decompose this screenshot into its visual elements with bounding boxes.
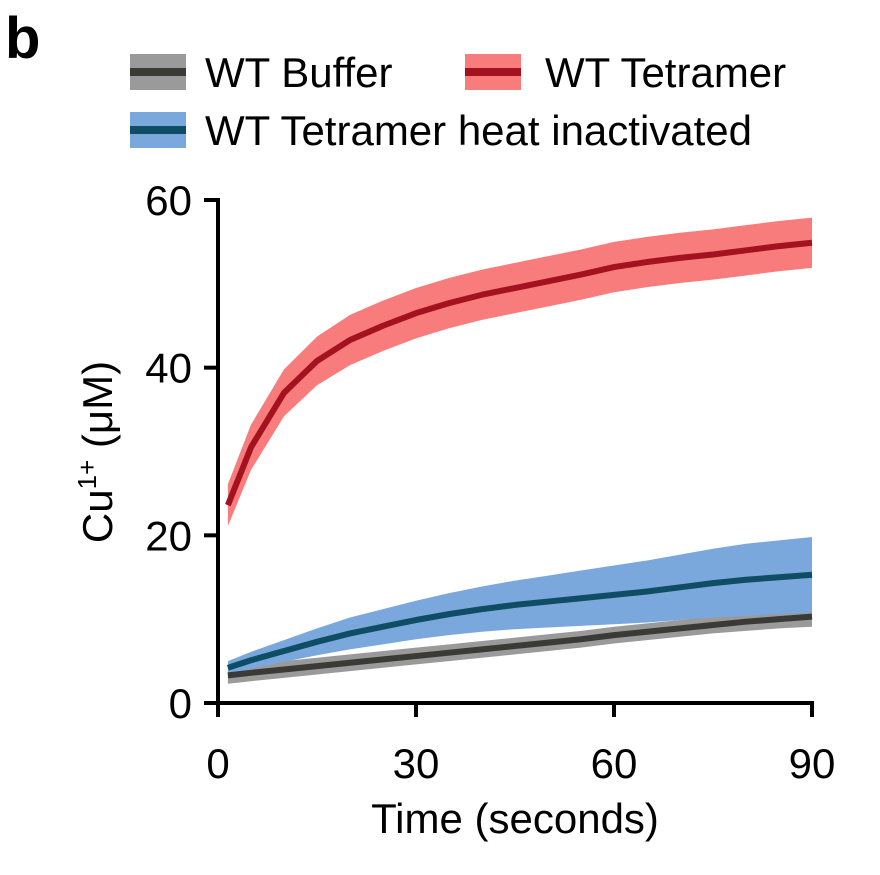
legend-swatch-line xyxy=(465,68,521,76)
line-wt-tetramer-heat-inactivated xyxy=(226,571,813,671)
legend-swatch-line xyxy=(130,126,186,134)
legend-item-wt-tetramer: WT Tetramer xyxy=(465,49,786,96)
axes: 0 20 40 60 0 30 60 90 xyxy=(145,177,835,787)
legend-label: WT Tetramer xyxy=(545,49,786,96)
y-tick-label: 60 xyxy=(145,177,192,224)
x-tick-label: 60 xyxy=(591,740,638,787)
y-tick-label: 20 xyxy=(145,512,192,559)
series-lines xyxy=(225,239,813,679)
band-wt-tetramer xyxy=(227,217,812,527)
y-tick-label: 40 xyxy=(145,345,192,392)
x-axis-label: Time (seconds) xyxy=(371,795,659,842)
x-tick-label: 30 xyxy=(393,740,440,787)
legend-swatch-line xyxy=(130,68,186,76)
legend: WT Buffer WT Tetramer WT Tetramer heat ina… xyxy=(130,49,786,154)
y-axis-label-main: Cu xyxy=(74,489,121,543)
y-tick-label: 0 xyxy=(169,680,192,727)
y-axis-label: Cu1+ (μM) xyxy=(72,361,121,543)
legend-item-wt-buffer: WT Buffer xyxy=(130,49,393,96)
x-tick-label: 0 xyxy=(206,740,229,787)
legend-label: WT Tetramer heat inactivated xyxy=(205,107,752,154)
line-wt-buffer xyxy=(227,613,813,679)
y-axis-label-superscript: 1+ xyxy=(72,460,102,490)
line-wt-tetramer xyxy=(225,239,813,507)
panel-label: b xyxy=(5,6,40,71)
legend-label: WT Buffer xyxy=(205,49,393,96)
legend-item-wt-tetramer-heat-inactivated: WT Tetramer heat inactivated xyxy=(130,107,752,154)
x-tick-label: 90 xyxy=(789,740,836,787)
y-axis-label-unit: (μM) xyxy=(74,361,121,460)
